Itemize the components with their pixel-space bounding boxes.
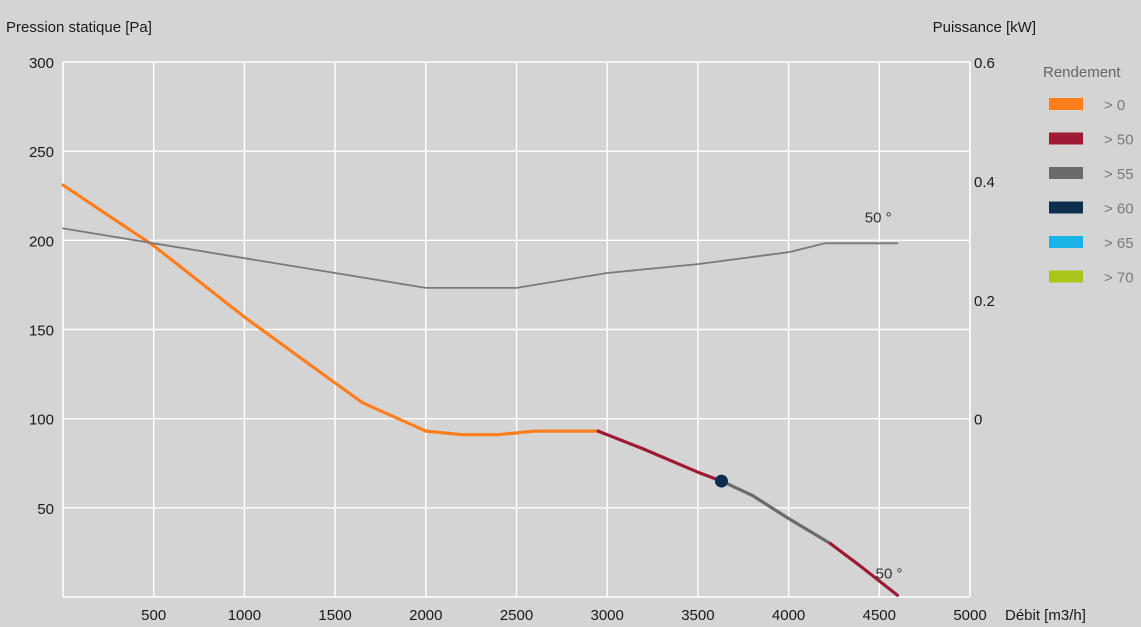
x-tick-label: 3500 — [681, 607, 714, 624]
annotations: 50 ° 50 ° — [865, 209, 903, 582]
y2-tick-label: 0.4 — [974, 174, 995, 191]
x-tick-label: 1000 — [228, 607, 261, 624]
grid — [63, 61, 970, 597]
y-axis-label: Pression statique [Pa] — [6, 19, 152, 36]
x-tick-label: 3000 — [591, 607, 624, 624]
y-tick-label: 200 — [29, 233, 54, 250]
legend-label: > 0 — [1104, 97, 1125, 114]
x-tick-label: 2500 — [500, 607, 533, 624]
pressure-curve-segment — [61, 183, 600, 437]
x-tick-label: 2000 — [409, 607, 442, 624]
y-tick-label: 50 — [37, 501, 54, 518]
legend-swatch — [1049, 132, 1083, 145]
y-tick-label: 300 — [29, 55, 54, 72]
operating-point — [714, 474, 728, 488]
legend-label: > 60 — [1104, 201, 1134, 218]
legend-swatch — [1049, 201, 1083, 214]
legend-swatch — [1049, 98, 1083, 110]
x-tick-label: 1500 — [318, 607, 351, 624]
pressure-curve-segment — [719, 479, 832, 546]
legend: Rendement > 0 > 50 > 55 > 60 > 65 > 70 — [1043, 64, 1134, 287]
x-tick-label: 4500 — [863, 607, 896, 624]
curve-annotation: 50 ° — [876, 566, 903, 583]
x-tick-labels: 500 1000 1500 2000 2500 3000 3500 4000 4500 5000 — [141, 607, 987, 624]
x-tick-label: 5000 — [953, 607, 986, 624]
curve-annotation: 50 ° — [865, 209, 892, 226]
legend-label: > 50 — [1104, 132, 1134, 149]
y-tick-labels: 50 100 150 200 250 300 — [29, 55, 54, 518]
legend-label: > 55 — [1104, 166, 1134, 183]
y-tick-label: 150 — [29, 323, 54, 340]
legend-label: > 70 — [1104, 270, 1134, 287]
series-lines — [61, 183, 900, 597]
legend-swatch — [1049, 236, 1083, 248]
y2-tick-label: 0 — [974, 412, 982, 429]
y2-tick-labels: 0 0.2 0.4 0.6 — [974, 55, 995, 429]
pressure-curve-segment — [828, 541, 900, 597]
y2-axis-label: Puissance [kW] — [933, 19, 1036, 36]
pressure-curve-segment — [596, 429, 724, 483]
legend-swatch — [1049, 167, 1083, 179]
legend-label: > 65 — [1104, 235, 1134, 252]
axes — [62, 62, 971, 598]
y2-tick-label: 0.2 — [974, 293, 995, 310]
x-tick-label: 4000 — [772, 607, 805, 624]
legend-title: Rendement — [1043, 64, 1121, 81]
legend-swatch — [1049, 270, 1083, 283]
x-tick-label: 500 — [141, 607, 166, 624]
y-tick-label: 100 — [29, 412, 54, 429]
x-axis-label: Débit [m3/h] — [1005, 607, 1086, 624]
power-curve-line — [62, 227, 899, 289]
y2-tick-label: 0.6 — [974, 55, 995, 72]
y-tick-label: 250 — [29, 144, 54, 161]
